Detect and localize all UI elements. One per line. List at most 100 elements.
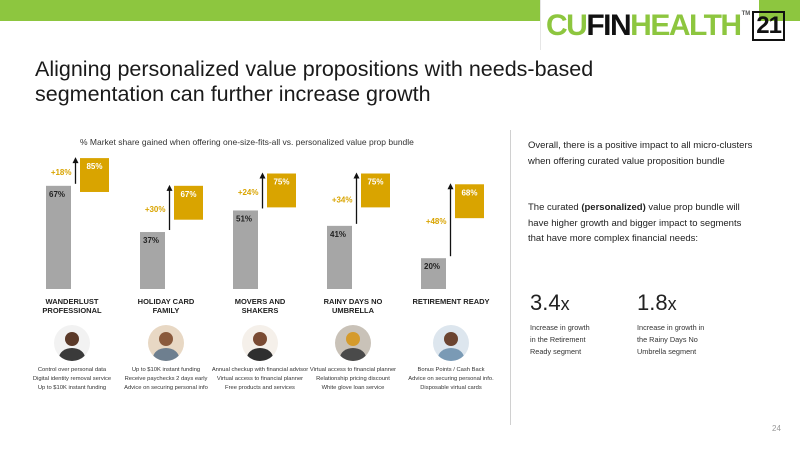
segment-feature: Free products and services (225, 385, 295, 391)
side-paragraph-2-end: value prop bundle will have higher growt… (528, 202, 742, 244)
uplift-arrow-head (166, 184, 173, 191)
family-avatar (148, 325, 184, 361)
segment-features: Bonus Points / Cash Back Advice on securi… (401, 367, 501, 394)
segment-label-line: SHAKERS (241, 306, 279, 315)
personalized-bar (455, 184, 484, 219)
stat-2-number: 1.8 (637, 290, 668, 315)
segment-features: Control over personal data Digital identi… (22, 367, 122, 394)
stat-2-unit: x (667, 294, 677, 314)
uplift-label: +34% (332, 196, 353, 205)
cufinhealth-logo: CU FIN HEALTH TM 21 (546, 8, 785, 44)
segment-feature: Up to $10K instant funding (37, 385, 107, 391)
segment-feature: Advice on securing personal info (124, 385, 208, 391)
logo-part-health: HEALTH (630, 9, 742, 42)
segment-label: WANDERLUST PROFESSIONAL (22, 297, 122, 315)
segment-feature: Disposable virtual cards (420, 385, 482, 391)
uplift-label: +30% (145, 205, 166, 214)
slide-title-line-2: segmentation can further increase growth (35, 82, 431, 106)
base-value-label: 20% (424, 262, 440, 271)
uplift-arrow-head (72, 157, 79, 164)
base-bar (327, 225, 352, 289)
chart-title: % Market share gained when offering one-… (80, 137, 414, 147)
logo-container (540, 0, 759, 50)
stat-1-desc-line: Ready segment (530, 347, 582, 356)
segment-label-line: RAINY DAYS NO (323, 297, 383, 306)
base-value-label: 51% (236, 214, 252, 223)
segment-features: Annual checkup with financial advisor Vir… (210, 367, 310, 394)
segment-feature: Control over personal data (37, 367, 107, 373)
segment-label-line: WANDERLUST (45, 297, 99, 306)
segment-label-line: RETIREMENT READY (412, 297, 490, 306)
slide-title-line-1: Aligning personalized value propositions… (35, 57, 594, 81)
base-bar (46, 185, 71, 289)
segment-feature: Bonus Points / Cash Back (417, 367, 485, 373)
segment-label-line: PROFESSIONAL (42, 306, 102, 315)
uplift-arrow-head (353, 172, 360, 179)
personalized-value-label: 67% (180, 190, 196, 199)
stat-1-desc-line: Increase in growth (530, 323, 590, 332)
logo-part-cu: CU (546, 9, 588, 42)
stat-2-desc-line: Umbrella segment (637, 347, 697, 356)
professional-man-avatar (54, 325, 90, 361)
stat-1-desc-line: in the Retirement (530, 335, 586, 344)
stat-1-number: 3.4 (530, 290, 561, 315)
segment-label-line: MOVERS AND (234, 297, 286, 306)
page-number: 24 (772, 424, 781, 433)
worker-avatar (335, 325, 371, 361)
logo-part-fin: FIN (586, 9, 631, 42)
side-paragraph-2-bold: (personalized) (581, 202, 646, 213)
slide-title: Aligning personalized value propositions… (35, 57, 675, 107)
stat-2-desc-line: the Rainy Days No (637, 335, 698, 344)
base-bar (140, 232, 165, 289)
segment-label-line: HOLIDAY CARD (137, 297, 195, 306)
businesswoman-avatar (242, 325, 278, 361)
retired-couple-avatar (433, 325, 469, 361)
segment-label: MOVERS AND SHAKERS (210, 297, 310, 315)
uplift-label: +48% (426, 217, 447, 226)
uplift-arrow-head (259, 172, 266, 179)
segment-feature: Relationship pricing discount (316, 376, 390, 382)
segment-feature: Virtual access to financial planner (216, 376, 304, 382)
stat-1-value: 3.4x (530, 290, 570, 316)
personalized-value-label: 68% (461, 188, 477, 197)
personalized-bar (174, 185, 203, 220)
personalized-bar (267, 173, 296, 208)
uplift-arrow-head (447, 183, 454, 190)
base-bar (421, 258, 446, 289)
side-paragraph-2-start: The curated (528, 202, 582, 213)
stat-2-desc-line: Increase in growth in (637, 323, 705, 332)
segment-feature: Digital identity removal service (32, 376, 112, 382)
bar-chart: 67% 85% +18% 37% 67% +30% 51% 75% +24% 41% 75% +34%… (46, 157, 484, 289)
base-value-label: 37% (143, 236, 159, 245)
segment-feature: White glove loan service (321, 385, 385, 391)
vertical-divider (510, 130, 511, 425)
stat-2-description: Increase in growth in the Rainy Days No … (637, 322, 737, 358)
logo-number: 21 (752, 11, 785, 41)
segment-feature: Receive paychecks 2 days early (124, 376, 208, 382)
segment-label: RETIREMENT READY (401, 297, 501, 306)
side-paragraph-2: The curated (personalized) value prop bu… (528, 200, 758, 247)
segment-label: HOLIDAY CARD FAMILY (116, 297, 216, 315)
logo-trademark: TM (741, 11, 751, 17)
stat-1-description: Increase in growth in the Retirement Rea… (530, 322, 630, 358)
stat-1-unit: x (560, 294, 570, 314)
segment-feature: Virtual access to financial planner (309, 367, 397, 373)
segment-label: RAINY DAYS NO UMBRELLA (303, 297, 403, 315)
base-value-label: 41% (330, 230, 346, 239)
personalized-value-label: 75% (273, 178, 289, 187)
segment-features: Up to $10K instant funding Receive payche… (116, 367, 216, 394)
segment-features: Virtual access to financial planner Relat… (303, 367, 403, 394)
personalized-bar (80, 158, 109, 192)
segment-feature: Advice on securing personal info. (408, 376, 494, 382)
personalized-value-label: 85% (86, 162, 102, 171)
stat-2-value: 1.8x (637, 290, 677, 316)
personalized-value-label: 75% (367, 178, 383, 187)
uplift-label: +24% (238, 188, 259, 197)
uplift-label: +18% (51, 168, 72, 177)
base-bar (233, 210, 258, 289)
personalized-bar (361, 173, 390, 208)
segment-feature: Annual checkup with financial advisor (211, 367, 309, 373)
segment-label-line: FAMILY (152, 306, 180, 315)
segment-feature: Up to $10K instant funding (131, 367, 201, 373)
base-value-label: 67% (49, 190, 65, 199)
